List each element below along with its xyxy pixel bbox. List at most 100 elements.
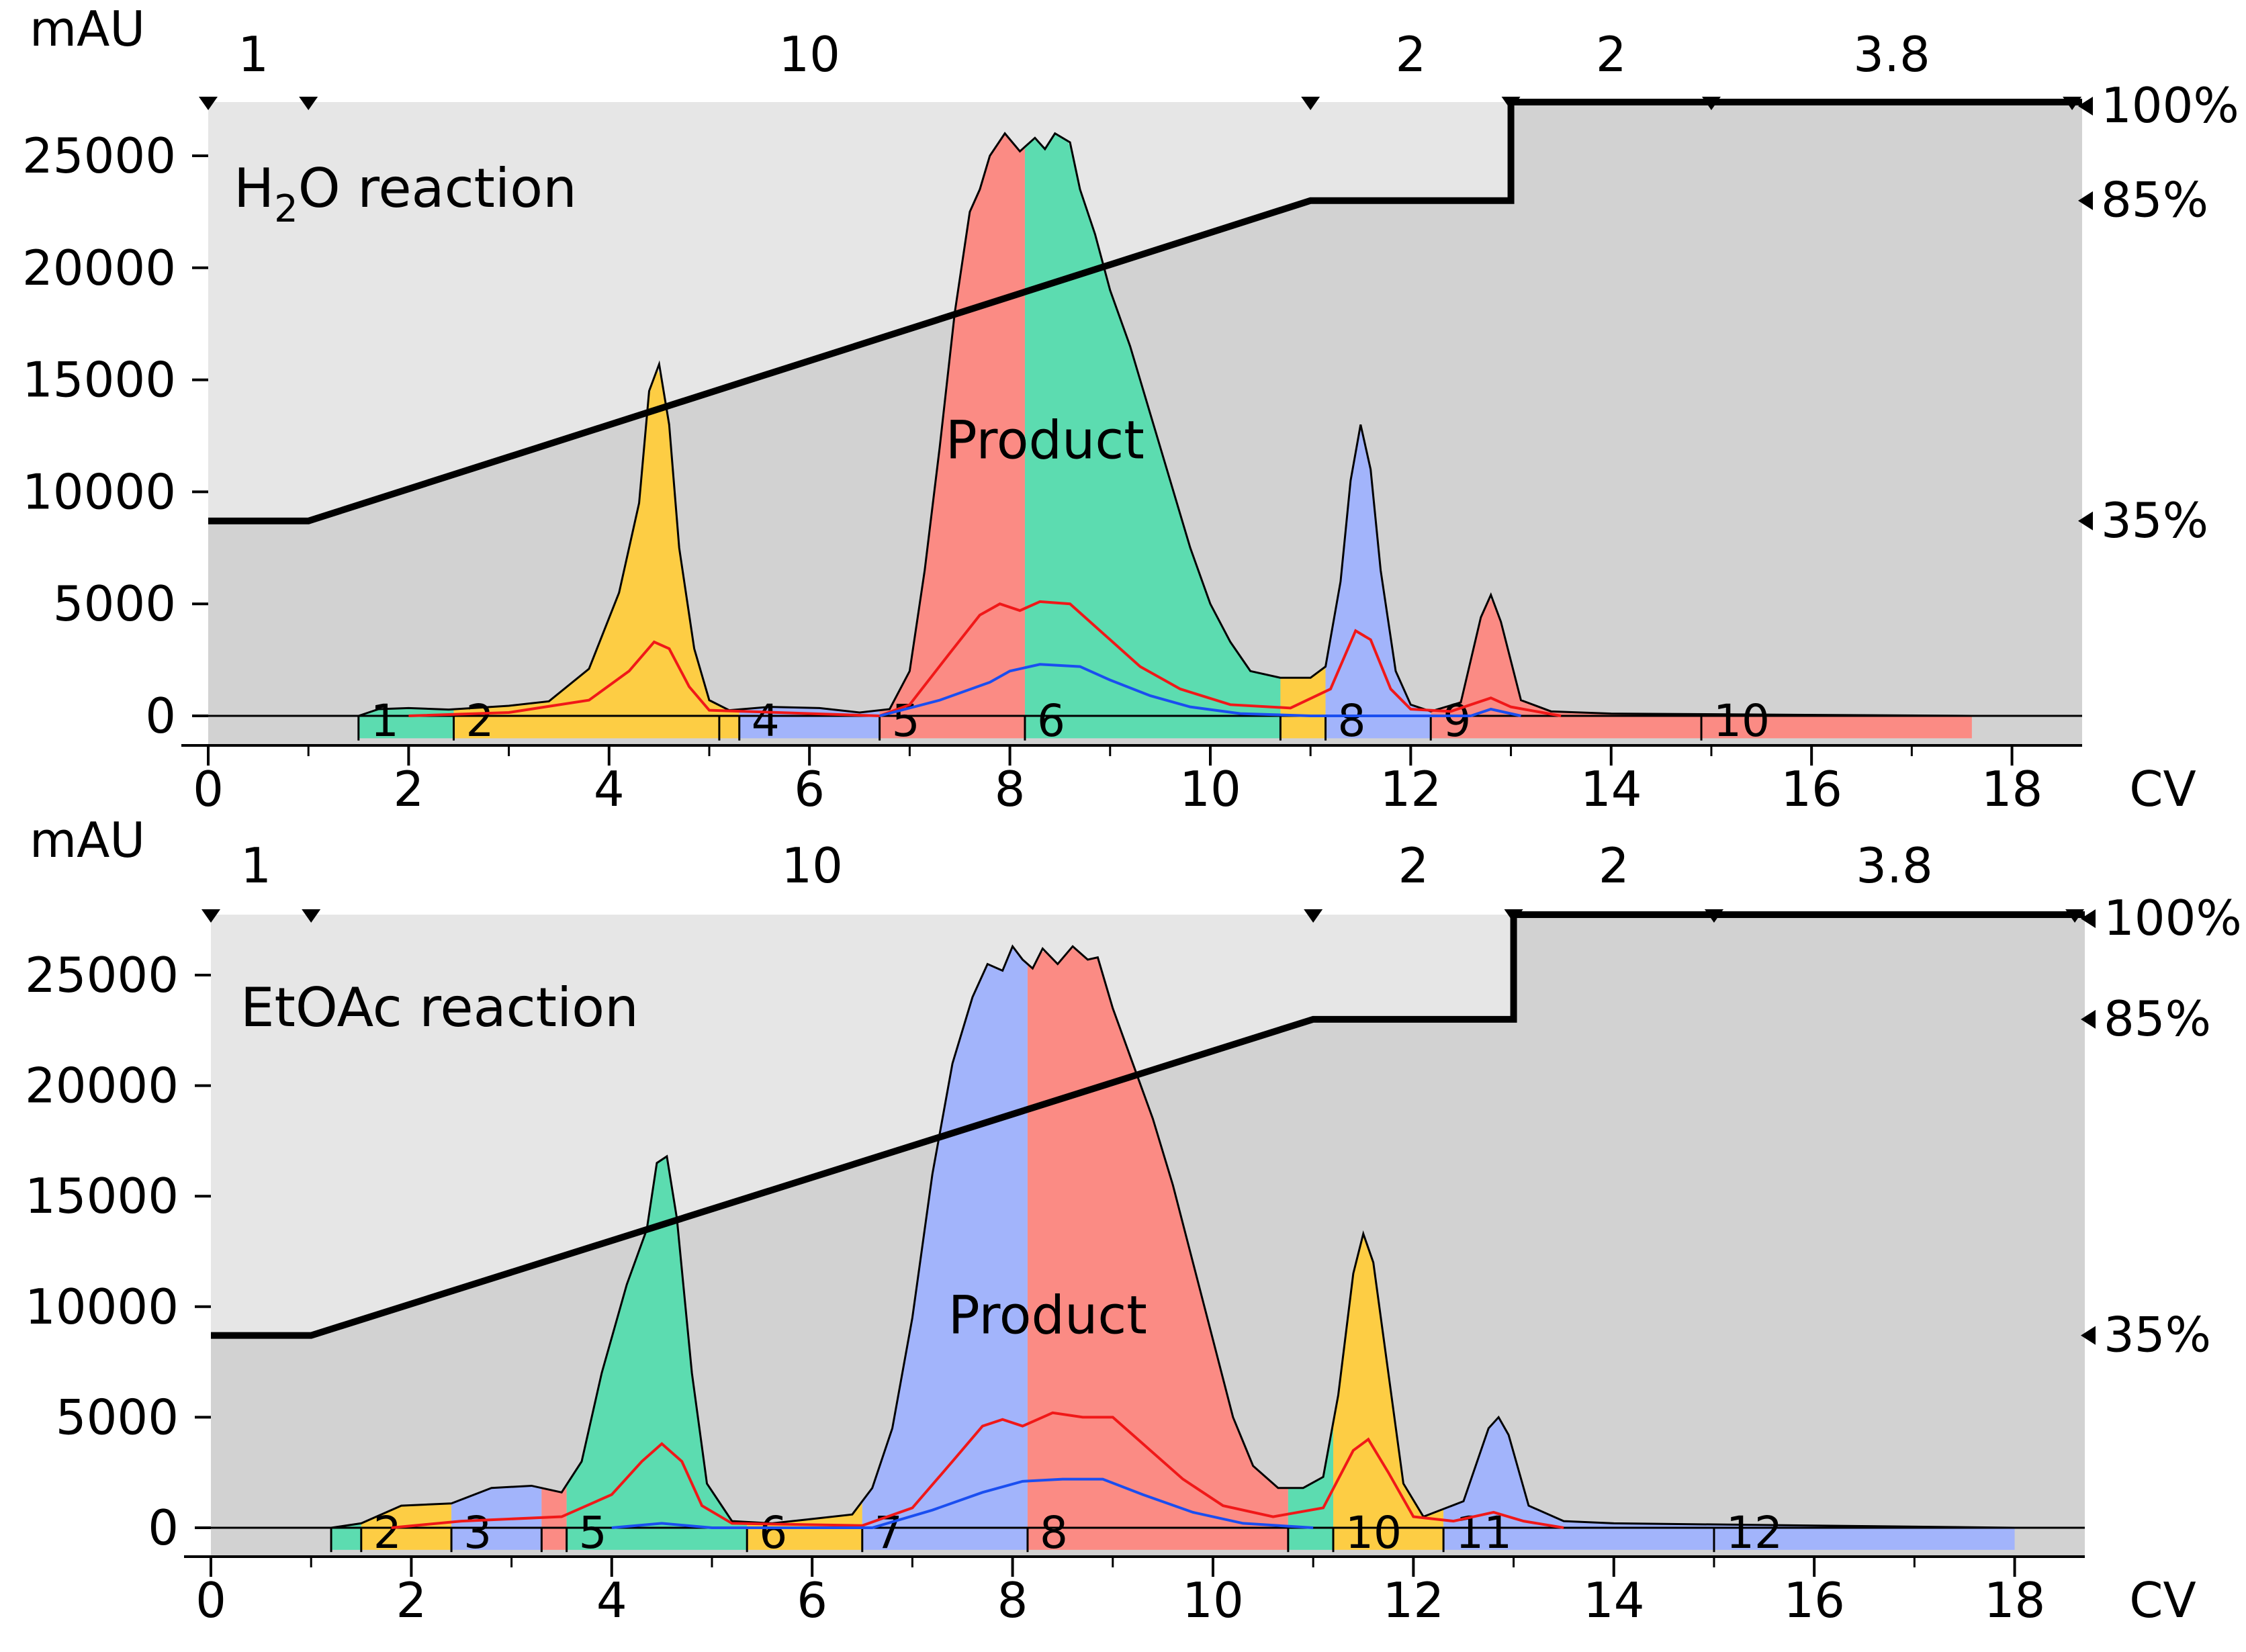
x-tick-label: 8: [995, 761, 1026, 817]
red-wavelength-trace: [391, 1411, 1564, 1529]
fraction-label: 10: [1713, 695, 1770, 747]
fraction-label: 6: [759, 1507, 787, 1559]
segment-label: 1: [238, 26, 269, 83]
panel-title: EtOAc reaction: [240, 976, 639, 1039]
segment-marker: [2065, 909, 2085, 923]
segment-label: 3.8: [1853, 26, 1930, 83]
y-axis-label: mAU: [30, 812, 145, 868]
y-tick-label: 25000: [25, 947, 179, 1003]
x-tick-label: 18: [1981, 761, 2043, 817]
fraction-area-gap-2: [719, 705, 739, 739]
x-tick-label: 12: [1383, 1572, 1445, 1628]
y-tick-label: 5000: [56, 1389, 179, 1445]
segment-marker: [1701, 97, 1721, 110]
x-tick-label: 0: [193, 761, 224, 817]
blue-wavelength-trace: [611, 1477, 1314, 1529]
gradient-marker: [2081, 909, 2096, 928]
x-tick-label: 0: [195, 1572, 226, 1628]
x-tick-label: 10: [1179, 761, 1241, 817]
segment-marker: [2063, 97, 2082, 110]
x-tick-label: 2: [396, 1572, 426, 1628]
segment-marker: [299, 97, 318, 110]
fraction-label: 3: [463, 1507, 492, 1559]
x-tick-label: 12: [1380, 761, 1442, 817]
gradient-marker: [2078, 511, 2093, 531]
blue-wavelength-trace: [879, 663, 1521, 717]
gradient-line: [211, 911, 2085, 1339]
segment-label: 10: [781, 837, 843, 894]
segment-marker: [1501, 97, 1521, 110]
fraction-area-12: [1713, 1524, 2015, 1550]
segment-marker: [1704, 909, 1723, 923]
fraction-area-8: [1325, 424, 1431, 739]
y-tick-label: 15000: [25, 1168, 179, 1224]
segment-label: 2: [1398, 837, 1429, 894]
x-tick-label: 8: [997, 1572, 1028, 1628]
segment-label: 1: [240, 837, 271, 894]
gradient-percent-label: 35%: [2104, 1307, 2211, 1363]
y-tick-label: 15000: [22, 352, 176, 408]
product-peak-label: Product: [948, 1285, 1147, 1346]
y-tick-label: 0: [145, 688, 176, 744]
y-tick-label: 5000: [53, 576, 176, 632]
fraction-label: 2: [466, 695, 494, 747]
segment-marker: [1301, 97, 1320, 110]
x-tick-label: 16: [1781, 761, 1842, 817]
x-tick-label: 14: [1580, 761, 1642, 817]
fraction-area-8: [1027, 948, 1288, 1550]
x-tick-label: 18: [1984, 1572, 2046, 1628]
y-tick-label: 0: [148, 1500, 179, 1556]
gradient-percent-label: 85%: [2104, 991, 2211, 1047]
fraction-label: 1: [371, 695, 399, 747]
gradient-line: [208, 99, 2082, 524]
x-tick-label: 2: [393, 761, 424, 817]
gradient-percent-label: 35%: [2101, 492, 2208, 549]
y-tick-label: 20000: [25, 1058, 179, 1114]
absorbance-outline: [358, 132, 1972, 717]
fraction-label: 7: [874, 1507, 903, 1559]
fraction-label: 4: [752, 695, 780, 747]
segment-marker: [1304, 909, 1323, 923]
fraction-label: 8: [1338, 695, 1366, 747]
fraction-label: 2: [373, 1507, 402, 1559]
segment-label: 10: [778, 26, 840, 83]
x-tick-label: 14: [1583, 1572, 1645, 1628]
fraction-area-gap-0: [331, 1523, 361, 1550]
gradient-marker: [2078, 191, 2093, 210]
fraction-label: 12: [1726, 1507, 1783, 1559]
panel-title: H2O reaction: [234, 157, 577, 231]
fraction-label: 5: [892, 695, 920, 747]
fraction-area-gap-8: [1288, 1422, 1334, 1550]
fraction-area-3: [451, 1485, 542, 1550]
y-tick-label: 25000: [22, 128, 176, 184]
gradient-marker: [2081, 1009, 2096, 1029]
fraction-label: 8: [1040, 1507, 1068, 1559]
x-axis-label: CV: [2129, 1572, 2196, 1628]
fraction-label: 6: [1037, 695, 1065, 747]
x-tick-label: 6: [797, 1572, 827, 1628]
gradient-percent-label: 100%: [2104, 890, 2242, 946]
fraction-area-9: [1431, 598, 1702, 739]
chromatogram-panel-etoac: 2 3 5 6 7 8 10 11 120 2 4 6 8 10 12 14 16 180500010000150…: [25, 812, 2242, 1628]
gradient-percent-label: 100%: [2101, 77, 2239, 134]
x-tick-label: 10: [1182, 1572, 1244, 1628]
gradient-marker: [2081, 1326, 2096, 1345]
segment-label: 2: [1395, 26, 1426, 83]
fraction-label: 5: [579, 1507, 607, 1559]
x-tick-label: 4: [594, 761, 625, 817]
y-axis-label: mAU: [30, 1, 145, 57]
segment-label: 2: [1599, 837, 1629, 894]
fraction-area-2: [453, 369, 719, 739]
fraction-area-7: [862, 948, 1028, 1550]
product-peak-label: Product: [946, 410, 1144, 471]
red-wavelength-trace: [408, 600, 1562, 718]
y-tick-label: 10000: [22, 463, 176, 520]
gradient-percent-label: 85%: [2101, 172, 2208, 228]
absorbance-outline: [330, 944, 2015, 1529]
segment-label: 2: [1596, 26, 1627, 83]
fraction-area-5: [879, 134, 1025, 739]
x-tick-label: 6: [794, 761, 825, 817]
segment-marker: [201, 909, 220, 923]
gradient-light-region: [211, 915, 2085, 1336]
x-tick-label: 4: [596, 1572, 627, 1628]
